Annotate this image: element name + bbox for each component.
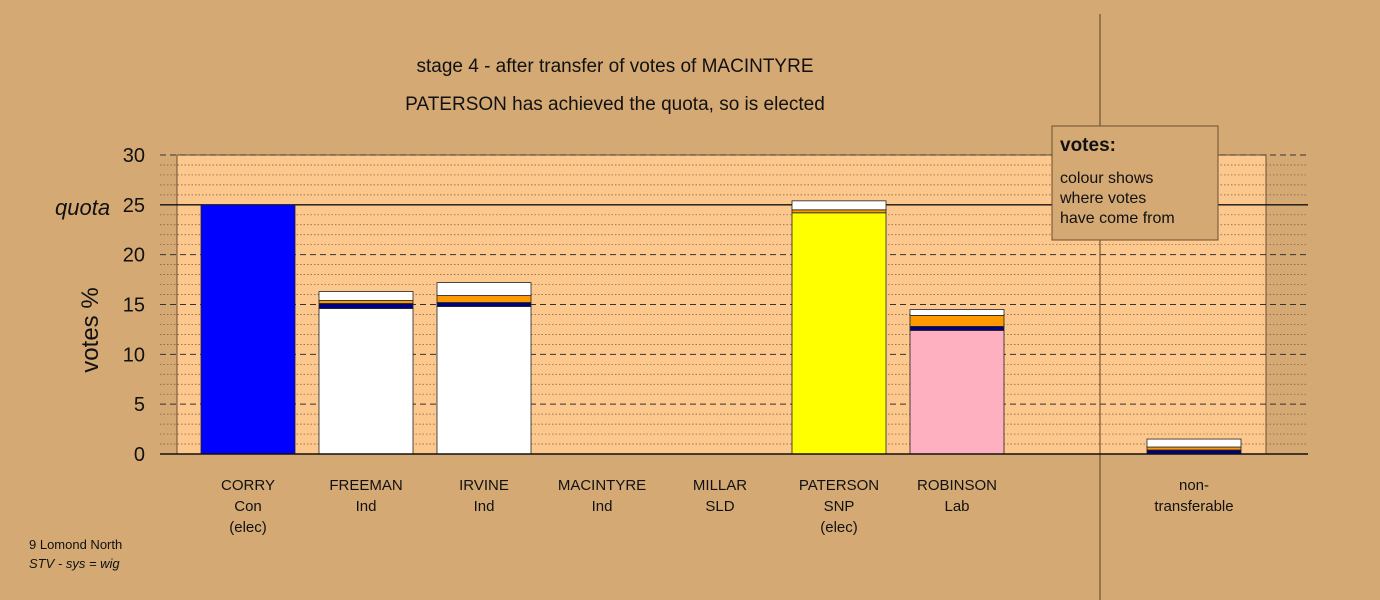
y-tick-label: 0 bbox=[134, 444, 145, 466]
category-label: non- bbox=[1179, 477, 1209, 494]
legend-title: votes: bbox=[1060, 135, 1116, 156]
bar-segment-freeman bbox=[318, 300, 414, 304]
category-label: PATERSON bbox=[799, 477, 879, 494]
y-tick-label: 5 bbox=[134, 394, 145, 416]
category-label: MACINTYRE bbox=[558, 477, 646, 494]
bar-segment-freeman bbox=[318, 291, 414, 301]
legend-line-1: colour shows bbox=[1060, 170, 1153, 187]
y-tick-label: 30 bbox=[123, 145, 145, 167]
footer-system: STV - sys = wig bbox=[29, 556, 120, 571]
bar-segment-paterson bbox=[791, 212, 887, 455]
bar-segment-robinson bbox=[909, 330, 1005, 455]
bar-segment-robinson bbox=[909, 309, 1005, 316]
category-label: transferable bbox=[1154, 498, 1233, 515]
category-label: (elec) bbox=[229, 519, 267, 536]
y-tick-label: 15 bbox=[123, 295, 145, 317]
category-label: Con bbox=[234, 498, 262, 515]
quota-label: quota bbox=[55, 195, 110, 220]
category-label: IRVINE bbox=[459, 477, 509, 494]
bar-segment-non bbox=[1146, 446, 1242, 451]
bar-segment-paterson bbox=[791, 209, 887, 214]
y-axis-label: votes % bbox=[77, 287, 104, 372]
y-tick-label: 10 bbox=[123, 344, 145, 366]
category-label: CORRY bbox=[221, 477, 275, 494]
category-label: Ind bbox=[592, 498, 613, 515]
category-label: FREEMAN bbox=[329, 477, 402, 494]
footer-constituency: 9 Lomond North bbox=[29, 537, 123, 552]
legend-box: votes: colour shows where votes have com… bbox=[1051, 125, 1219, 241]
bar-segment-non bbox=[1146, 438, 1242, 448]
bar-segment-paterson bbox=[791, 200, 887, 211]
y-tick-label: 25 bbox=[123, 195, 145, 217]
bar-segment-robinson bbox=[909, 326, 1005, 331]
y-tick-label: 20 bbox=[123, 245, 145, 267]
chart-subtitle: PATERSON has achieved the quota, so is e… bbox=[405, 94, 825, 115]
category-label: Ind bbox=[356, 498, 377, 515]
chart-title: stage 4 - after transfer of votes of MAC… bbox=[416, 56, 813, 77]
bar-segment-freeman bbox=[318, 308, 414, 455]
legend-line-3: have come from bbox=[1060, 210, 1175, 227]
bar-segment-corry bbox=[200, 204, 296, 455]
bar-segment-irvine bbox=[436, 282, 532, 296]
legend-line-2: where votes bbox=[1059, 190, 1146, 207]
category-label: ROBINSON bbox=[917, 477, 997, 494]
bar-segment-irvine bbox=[436, 302, 532, 307]
category-label: (elec) bbox=[820, 519, 858, 536]
bar-segment-irvine bbox=[436, 295, 532, 303]
category-label: SNP bbox=[824, 498, 855, 515]
category-label: Lab bbox=[944, 498, 969, 515]
bar-segment-freeman bbox=[318, 303, 414, 309]
category-label: SLD bbox=[705, 498, 734, 515]
bar-segment-irvine bbox=[436, 306, 532, 455]
category-label: Ind bbox=[474, 498, 495, 515]
bar-segment-robinson bbox=[909, 315, 1005, 327]
category-label: MILLAR bbox=[693, 477, 747, 494]
